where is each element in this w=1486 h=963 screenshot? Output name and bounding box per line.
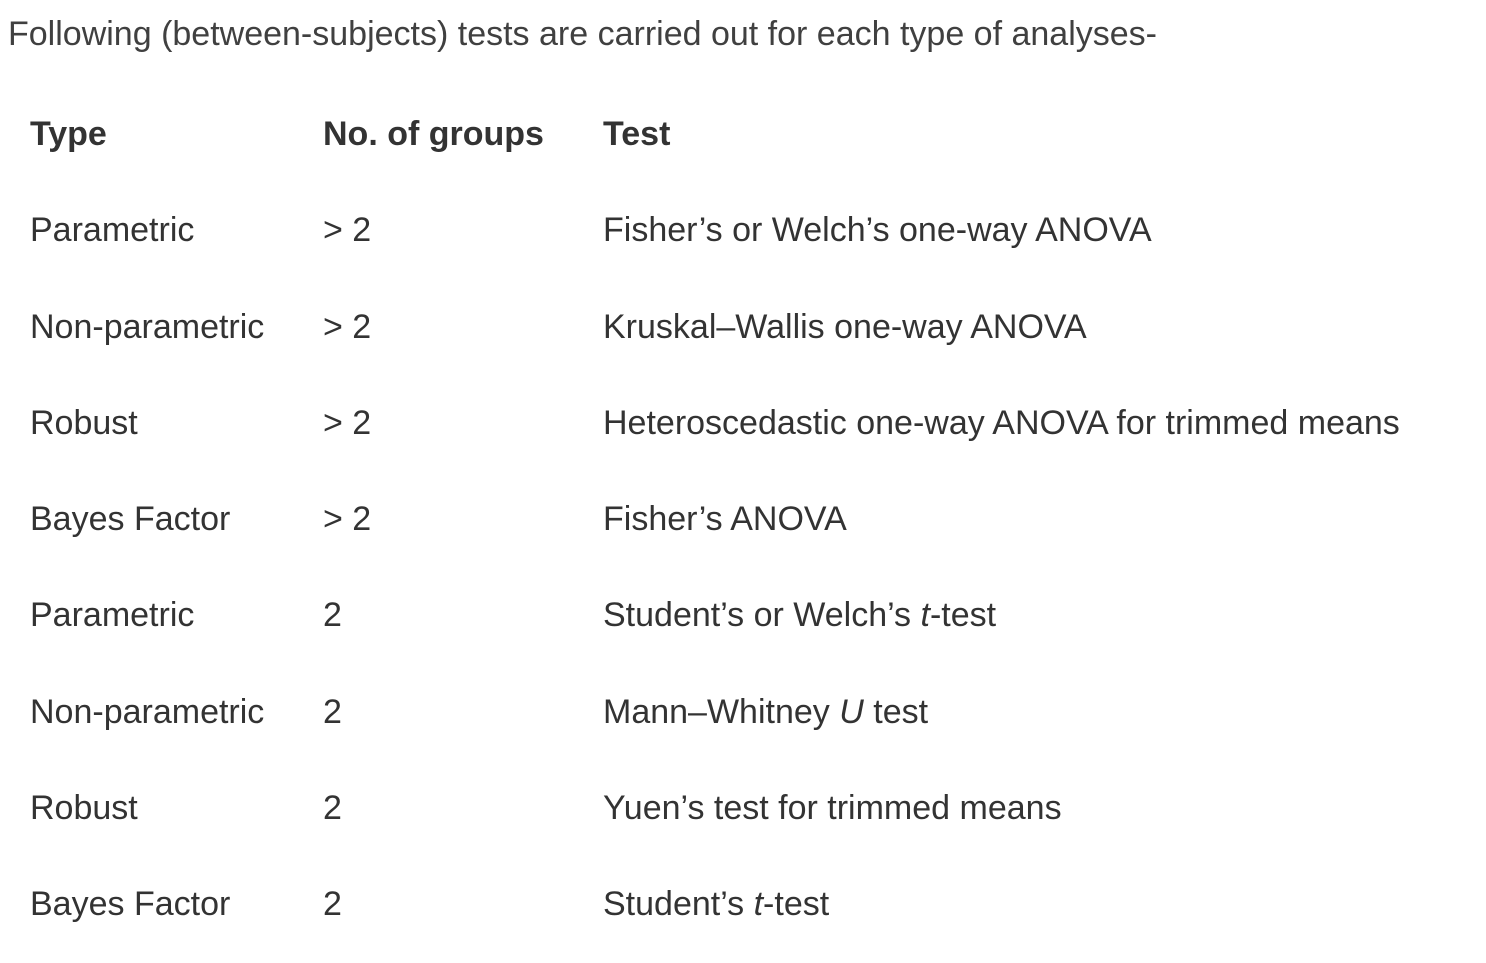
cell-test: Fisher’s ANOVA xyxy=(603,481,847,557)
cell-type: Parametric xyxy=(30,596,195,635)
cell-test: Student’s or Welch’s t-test xyxy=(603,577,996,653)
cell-groups: > 2 xyxy=(323,307,372,346)
cell-type: Bayes Factor xyxy=(30,885,231,924)
cell-test-text: Kruskal–Wallis one-way ANOVA xyxy=(603,307,1087,346)
cell-type: Non-parametric xyxy=(30,307,265,346)
cell-test-text: Fisher’s ANOVA xyxy=(603,500,847,539)
cell-test-italic: U xyxy=(839,692,864,731)
cell-test-text: Heteroscedastic one-way ANOVA for trimme… xyxy=(603,403,1400,442)
cell-test: Mann–Whitney U test xyxy=(603,674,928,750)
cell-test-text: Mann–Whitney xyxy=(603,692,840,731)
header-test: Test xyxy=(603,115,671,153)
cell-type: Non-parametric xyxy=(30,692,265,731)
cell-groups: > 2 xyxy=(323,403,372,442)
table-row: Robust > 2 Heteroscedastic one-way ANOVA… xyxy=(30,385,1480,481)
header-type: Type xyxy=(30,115,107,153)
cell-groups: 2 xyxy=(323,789,342,828)
cell-test-text: Student’s xyxy=(603,885,754,924)
cell-test-text: Student’s or Welch’s xyxy=(603,596,921,635)
table-row: Parametric 2 Student’s or Welch’s t-test xyxy=(30,577,1480,673)
cell-groups: > 2 xyxy=(323,500,372,539)
table-row: Bayes Factor 2 Student’s t-test xyxy=(30,866,1480,962)
cell-test-suffix: -test xyxy=(929,596,997,635)
cell-type: Parametric xyxy=(30,211,195,250)
cell-test-italic: t xyxy=(753,885,764,924)
table-row: Robust 2 Yuen’s test for trimmed means xyxy=(30,770,1480,866)
cell-groups: 2 xyxy=(323,596,342,635)
cell-test: Heteroscedastic one-way ANOVA for trimme… xyxy=(603,385,1400,461)
intro-text: Following (between-subjects) tests are c… xyxy=(8,15,1157,53)
cell-test-italic: t xyxy=(920,596,930,635)
table-row: Non-parametric 2 Mann–Whitney U test xyxy=(30,674,1480,770)
cell-groups: 2 xyxy=(323,692,342,731)
cell-test: Kruskal–Wallis one-way ANOVA xyxy=(603,289,1087,365)
cell-groups: > 2 xyxy=(323,211,372,250)
cell-test-text: Yuen’s test for trimmed means xyxy=(603,789,1062,828)
cell-groups: 2 xyxy=(323,885,342,924)
table-row: Non-parametric > 2 Kruskal–Wallis one-wa… xyxy=(30,289,1480,385)
cell-type: Bayes Factor xyxy=(30,500,231,539)
cell-test: Student’s t-test xyxy=(603,866,829,942)
table-header-row: Type No. of groups Test xyxy=(30,96,1480,192)
table-row: Parametric > 2 Fisher’s or Welch’s one-w… xyxy=(30,192,1480,288)
cell-test-text: Fisher’s or Welch’s one-way ANOVA xyxy=(603,211,1152,250)
cell-type: Robust xyxy=(30,789,138,828)
cell-test-suffix: test xyxy=(863,692,929,731)
cell-test: Yuen’s test for trimmed means xyxy=(603,770,1062,846)
cell-type: Robust xyxy=(30,403,138,442)
tests-table: Type No. of groups Test Parametric > 2 F… xyxy=(30,96,1480,963)
cell-test: Fisher’s or Welch’s one-way ANOVA xyxy=(603,192,1152,268)
header-groups: No. of groups xyxy=(323,115,544,153)
table-row: Bayes Factor > 2 Fisher’s ANOVA xyxy=(30,481,1480,577)
cell-test-suffix: -test xyxy=(763,885,830,924)
